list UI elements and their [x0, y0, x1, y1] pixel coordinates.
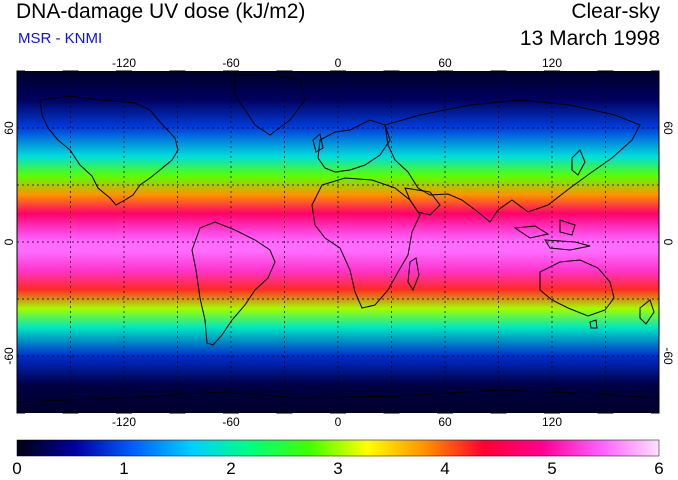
colorbar-label: 3 — [333, 459, 342, 478]
lon-tick-label-bottom: -120 — [112, 415, 136, 429]
lat-tick-label-left: 0 — [2, 238, 16, 245]
data-source-label: MSR - KNMI — [18, 30, 103, 47]
sky-condition-label: Clear-sky — [571, 0, 660, 23]
lat-tick-label-right: 0 — [661, 239, 675, 246]
lon-tick-label-top: 60 — [438, 56, 452, 70]
axis-tick-labels: -120 -120 -60 -60 0 0 60 60 120 120 60 60 0 0 -60 -60 — [2, 56, 675, 429]
graticule — [17, 71, 659, 413]
colorbar-label: 4 — [440, 459, 449, 478]
colorbar-bar — [16, 439, 660, 457]
lat-tick-label-right: -60 — [661, 347, 675, 365]
lat-tick-label-left: -60 — [2, 347, 16, 365]
lon-tick-label-bottom: 60 — [438, 415, 452, 429]
colorbar-label: 6 — [654, 459, 663, 478]
colorbar-label: 1 — [119, 459, 128, 478]
lon-tick-label-top: -120 — [112, 56, 136, 70]
date-label: 13 March 1998 — [519, 27, 660, 50]
colorbar-labels: 0 1 2 3 4 5 6 — [12, 459, 663, 478]
colorbar-label: 0 — [12, 459, 21, 478]
lon-tick-label-top: 0 — [335, 56, 342, 70]
colorbar-label: 5 — [547, 459, 556, 478]
lat-tick-label-right: 60 — [661, 121, 675, 135]
coastlines — [17, 74, 659, 403]
lon-tick-label-top: 120 — [542, 56, 562, 70]
lat-tick-label-left: 60 — [2, 121, 16, 135]
lon-tick-label-top: -60 — [222, 56, 240, 70]
map-title: DNA-damage UV dose (kJ/m2) — [16, 0, 306, 23]
colorbar-label: 2 — [226, 459, 235, 478]
frame-tick-marks — [25, 69, 651, 415]
map-frame — [16, 70, 660, 414]
lon-tick-label-bottom: 0 — [335, 415, 342, 429]
lon-tick-label-bottom: -60 — [222, 415, 240, 429]
lon-tick-label-bottom: 120 — [542, 415, 562, 429]
